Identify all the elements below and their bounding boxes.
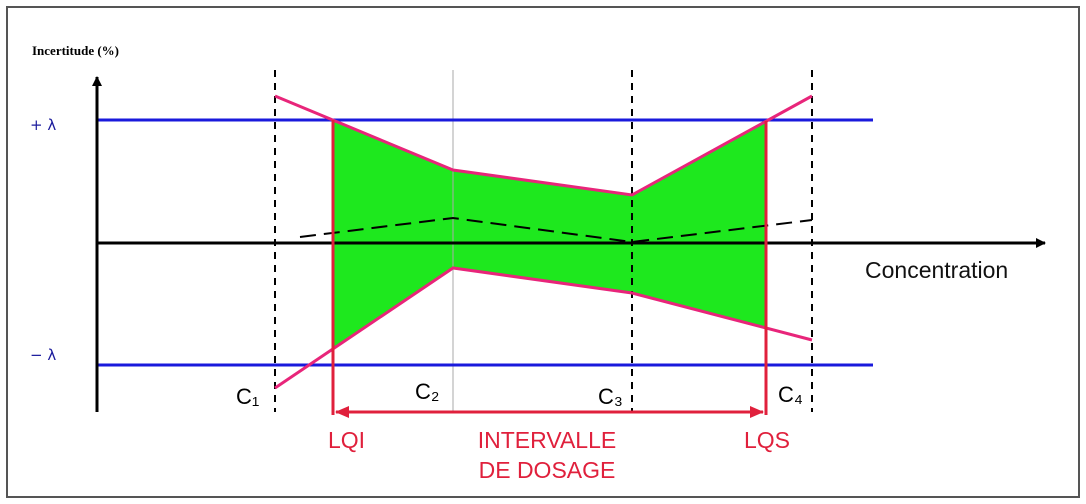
bias-line [299,216,813,244]
lqi-label: LQI [328,427,365,453]
interval-fill [333,120,766,349]
lower-limit-label: − λ [30,346,56,364]
upper-limit-label: + λ [30,116,56,134]
y-axis-label: Incertitude (%) [32,43,119,58]
lower-tolerance [274,266,813,390]
level-label: C₄ [778,382,803,407]
interval-label: DE DOSAGE [479,457,616,483]
interval-label: INTERVALLE [478,427,616,453]
upper-tolerance [274,94,813,197]
level-lines [274,70,813,412]
x-axis-label: Concentration [865,257,1008,283]
lqs-label: LQS [744,427,790,453]
level-label: C₂ [415,379,439,404]
level-label: C₁ [236,384,259,409]
level-label: C₃ [598,384,623,409]
